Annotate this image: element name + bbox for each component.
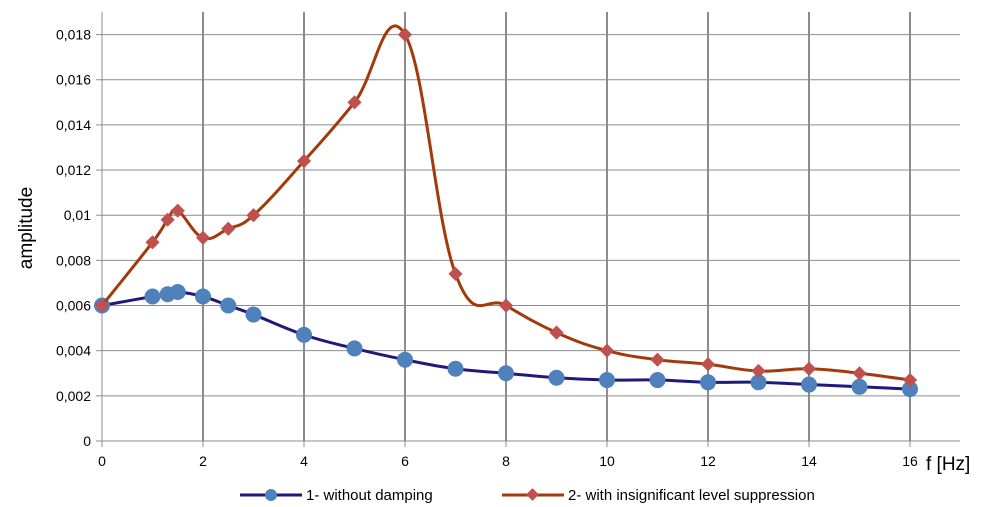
series-1-point (220, 297, 237, 314)
series-1-point (144, 288, 161, 305)
series-1-point (649, 372, 666, 389)
x-tick-label: 10 (599, 453, 615, 469)
legend-item-series-1[interactable]: 1- without damping (240, 487, 433, 504)
series-1-point (169, 283, 186, 300)
legend-label-series-2: 2- with insignificant level suppression (568, 487, 815, 504)
y-tick-label: 0 (83, 433, 91, 449)
series-2-point (751, 363, 766, 379)
series-2-point (650, 352, 665, 367)
series-group (94, 24, 918, 398)
series-2-line (100, 24, 911, 382)
y-axis-title: amplitude (16, 187, 37, 269)
y-tick-label: 0,01 (64, 207, 91, 223)
series-2-point (397, 27, 413, 42)
x-tick-label: 0 (98, 453, 106, 469)
legend: 1- without damping 2- with insignificant… (240, 487, 815, 504)
y-tick-label: 0,002 (56, 388, 91, 404)
series-2 (94, 24, 918, 388)
series-1-point (245, 306, 262, 323)
series-1-point (296, 326, 312, 343)
series-2-point (347, 95, 362, 110)
y-tick-labels: 0 0,002 0,004 0,006 0,008 0,01 0,012 0,014 0,016… (56, 27, 91, 449)
series-1-point (498, 365, 514, 382)
series-2-point (170, 203, 185, 218)
series-2-point (221, 221, 236, 236)
series-1-point (750, 374, 767, 391)
legend-item-series-2[interactable]: 2- with insignificant level suppression (502, 487, 815, 504)
x-tick-label: 2 (199, 453, 207, 469)
x-tick-label: 6 (401, 453, 409, 469)
series-1-point (195, 288, 211, 305)
series-2-point (160, 212, 175, 227)
series-1-point (902, 381, 918, 398)
x-tick-label: 8 (502, 453, 510, 469)
x-tick-label: 14 (801, 453, 817, 469)
y-tick-label: 0,006 (56, 298, 91, 314)
x-tick-label: 12 (700, 453, 716, 469)
series-2-point (902, 372, 918, 388)
x-tick-labels: 0 2 4 6 8 10 12 14 16 (98, 453, 918, 469)
y-tick-label: 0,012 (56, 162, 91, 178)
series-1-point (397, 351, 413, 368)
series-2-point (498, 298, 514, 313)
series-1-point (851, 378, 868, 395)
series-1-point (599, 372, 615, 389)
series-1 (94, 283, 918, 398)
series-2-point (246, 208, 261, 223)
y-tick-label: 0,014 (56, 117, 91, 133)
series-2-point (852, 366, 867, 381)
series-1-point (801, 376, 817, 393)
series-2-point (801, 361, 817, 376)
series-2-point (145, 235, 160, 250)
y-tick-label: 0,016 (56, 72, 91, 88)
series-2-point (549, 325, 564, 340)
legend-label-series-1: 1- without damping (306, 487, 433, 504)
y-tick-label: 0,008 (56, 252, 91, 268)
series-2-point (296, 153, 312, 169)
y-tick-label: 0,004 (56, 343, 91, 359)
series-2-point (448, 266, 463, 281)
series-2-point (599, 343, 615, 358)
series-2-point (94, 298, 110, 313)
series-1-point (548, 369, 565, 386)
x-axis-title: f [Hz] (926, 454, 970, 475)
x-tick-label: 4 (300, 453, 308, 469)
series-1-point (447, 360, 464, 377)
series-2-point (195, 230, 211, 245)
axes (96, 12, 960, 447)
x-tick-label: 16 (902, 453, 918, 469)
series-2-point (700, 357, 716, 372)
y-tick-label: 0,018 (56, 27, 91, 43)
series-1-point (700, 374, 716, 391)
series-1-point (346, 340, 363, 357)
